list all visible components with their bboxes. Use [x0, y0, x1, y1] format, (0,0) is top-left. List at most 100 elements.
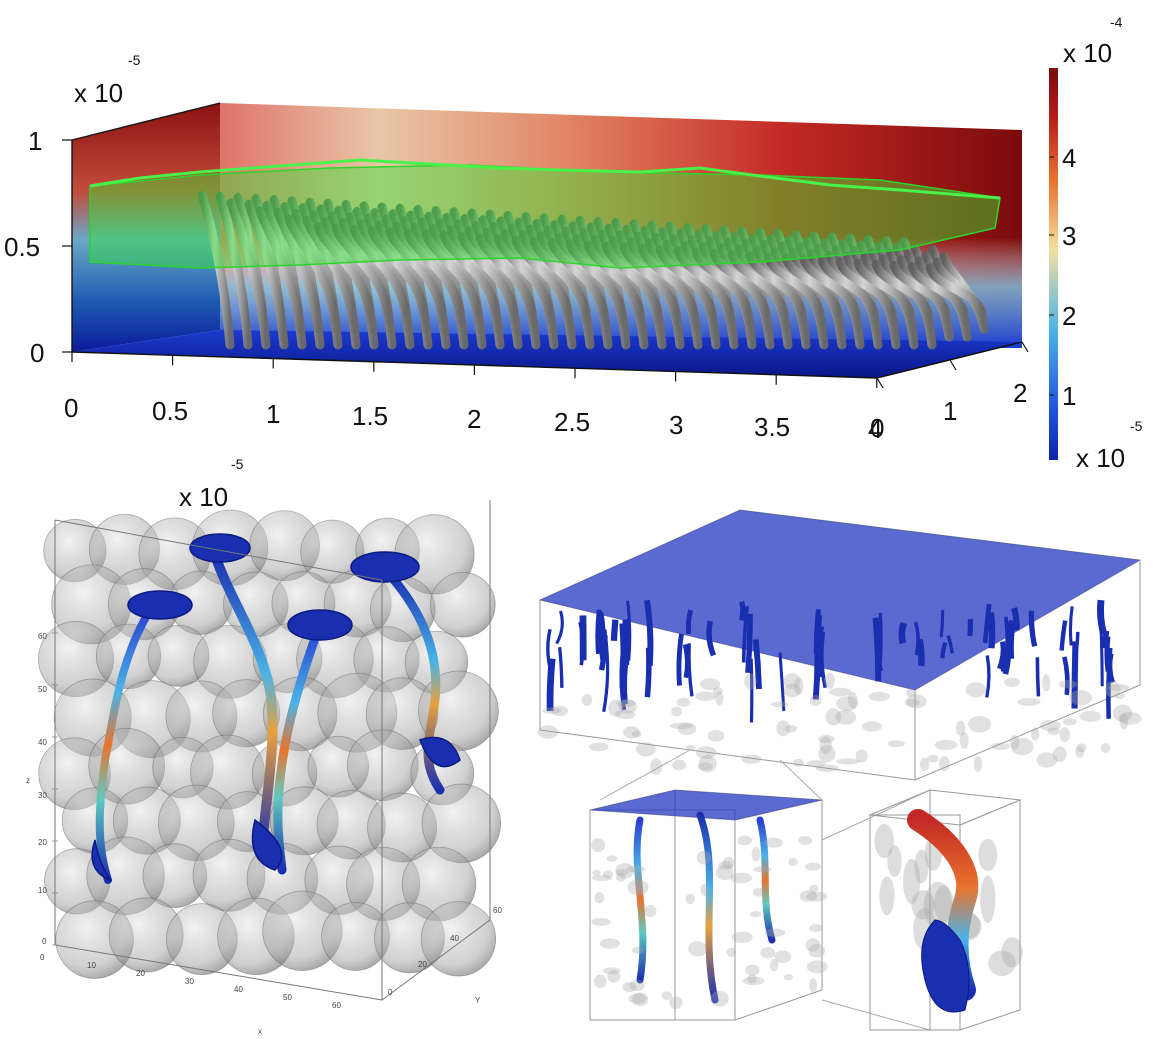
- slab-top-fluid: [540, 510, 1140, 690]
- fluid-finger: [610, 619, 619, 641]
- y-axis-tick: [949, 359, 957, 371]
- grain-sphere: [347, 729, 419, 801]
- grain-blob: [607, 970, 621, 983]
- bl-y-tick: 20: [418, 960, 427, 969]
- grain-blob: [934, 739, 958, 751]
- fluid-finger: [819, 631, 828, 689]
- grain-blob: [707, 729, 725, 742]
- grain-blob: [671, 706, 683, 717]
- cylinder-grain: [475, 233, 537, 318]
- fluid-finger: [1010, 607, 1020, 631]
- grain-blob: [764, 928, 786, 938]
- grain-blob: [1112, 704, 1133, 722]
- grain-blob: [747, 974, 757, 984]
- colorbar-tick-label: 4: [1062, 143, 1077, 173]
- grain-blob: [622, 982, 637, 993]
- grain-blob: [809, 884, 819, 893]
- grain-blob: [591, 917, 611, 926]
- grain-blob: [606, 855, 618, 862]
- grain-blob: [753, 866, 772, 873]
- grain-blob: [688, 941, 708, 957]
- bl-y-tick: 0: [388, 988, 393, 997]
- y-tick-label: 2: [1013, 378, 1028, 408]
- fluid-finger: [814, 651, 820, 674]
- fluid-finger: [916, 638, 925, 667]
- cylinder-grain: [727, 250, 789, 318]
- grain-blob: [809, 695, 822, 707]
- cylinder-grain: [547, 238, 609, 318]
- grain-blob: [978, 838, 998, 872]
- cylinder-grain: [439, 230, 501, 318]
- bl-z-label: z: [26, 776, 30, 785]
- grain-blob: [798, 835, 813, 845]
- colorbar-top-exp: -4: [1110, 14, 1123, 30]
- grain-blob: [696, 850, 712, 865]
- grain-blob: [805, 938, 821, 952]
- grain-blob: [771, 701, 789, 708]
- grain-blob: [835, 709, 857, 725]
- cylinder-grain: [313, 222, 375, 318]
- grain-blob: [1069, 690, 1093, 706]
- grain-blob: [904, 698, 920, 707]
- grain-blob: [677, 722, 697, 736]
- grain-blob: [1009, 734, 1020, 750]
- x-tick-label: 1: [266, 399, 281, 429]
- grain-blob: [1118, 711, 1142, 725]
- grain-blob: [1075, 746, 1085, 758]
- fluid-finger: [997, 641, 1006, 670]
- x-tick-label: 3: [669, 410, 684, 440]
- bl-x-tick: 60: [332, 1001, 341, 1010]
- grain-blob: [938, 756, 950, 772]
- grain-blob: [1004, 677, 1020, 687]
- cylinder-grain: [763, 252, 825, 318]
- grain-blob: [615, 863, 635, 879]
- grain-blob: [1017, 697, 1041, 706]
- cylinder-grain: [907, 262, 969, 318]
- grain-blob: [1036, 752, 1058, 768]
- grain-blob: [616, 873, 626, 882]
- fluid-finger: [985, 655, 991, 698]
- grain-blob: [599, 938, 621, 949]
- grain-blob: [627, 879, 649, 896]
- fluid-finger: [555, 610, 564, 645]
- y-tick-label: 1: [943, 396, 958, 426]
- cylinder-grain: [403, 228, 465, 318]
- grain-blob: [618, 699, 637, 714]
- grain-blob: [861, 721, 883, 732]
- grain-blob: [783, 974, 794, 981]
- fluid-finger: [913, 621, 920, 656]
- grain-blob: [685, 744, 696, 752]
- grain-blob: [1115, 692, 1126, 700]
- fluid-finger: [946, 635, 954, 654]
- grain-blob: [808, 944, 826, 958]
- grain-blob: [661, 991, 673, 1001]
- grain-blob: [695, 691, 717, 701]
- grain-blob: [588, 742, 609, 752]
- cylinder-grain: [637, 244, 699, 318]
- grain-blob: [1119, 713, 1129, 730]
- cylinder-grain: [349, 224, 411, 318]
- grain-blob: [906, 688, 915, 698]
- fluid-finger: [1000, 616, 1010, 673]
- fluid-finger: [644, 647, 652, 698]
- grain-blob: [973, 755, 983, 772]
- grain-blob: [1058, 679, 1078, 689]
- y-axis-tick: [876, 377, 884, 389]
- grain-blob: [815, 764, 839, 772]
- grain-blob: [594, 974, 607, 989]
- cutout-top-fluid: [590, 790, 822, 820]
- colorbar-tick-label: 1: [1062, 381, 1077, 411]
- cylinder-grain: [871, 259, 933, 318]
- grain-blob: [1047, 727, 1061, 736]
- fluid-finger: [1096, 599, 1107, 635]
- cylinder-grain: [244, 199, 288, 342]
- fluid-finger: [745, 613, 753, 674]
- grain-blob: [616, 699, 636, 707]
- cylinder-grain: [565, 239, 627, 318]
- x-tick-label: 1.5: [352, 401, 389, 431]
- fluid-caps: [91, 533, 461, 882]
- top-multiplier-exp: -5: [128, 52, 141, 68]
- fluid-finger: [749, 658, 754, 723]
- grain-blob: [623, 726, 640, 739]
- colorbar-tick-label: 3: [1062, 221, 1077, 251]
